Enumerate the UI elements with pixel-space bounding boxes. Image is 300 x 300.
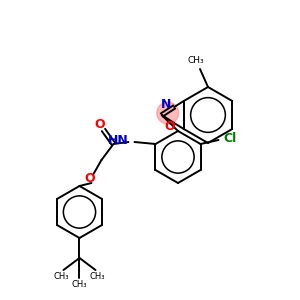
Text: CH₃: CH₃ xyxy=(54,272,69,281)
Text: O: O xyxy=(164,119,175,133)
Text: CH₃: CH₃ xyxy=(188,56,204,65)
Text: CH₃: CH₃ xyxy=(72,280,87,289)
Text: N: N xyxy=(161,98,171,112)
Text: O: O xyxy=(84,172,95,185)
Text: Cl: Cl xyxy=(224,133,237,146)
Text: HN: HN xyxy=(108,134,128,148)
Circle shape xyxy=(157,102,179,124)
Text: CH₃: CH₃ xyxy=(90,272,105,281)
Text: O: O xyxy=(94,118,105,130)
